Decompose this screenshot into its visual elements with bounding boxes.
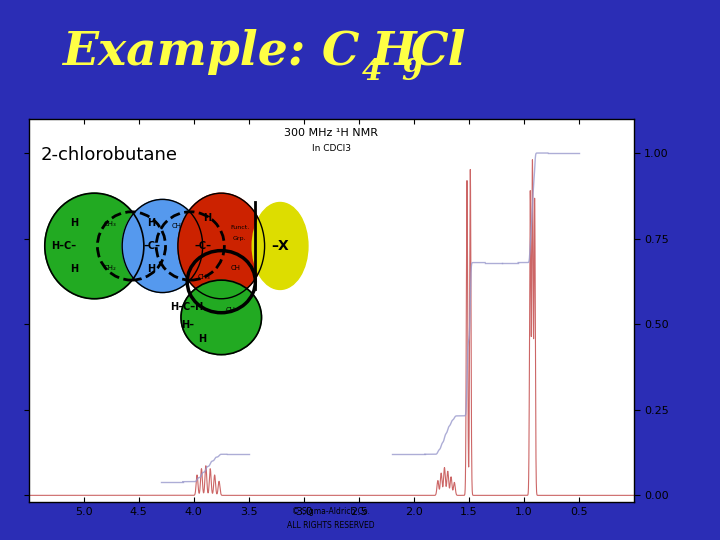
Text: H: H (70, 264, 78, 274)
Text: –C–: –C– (194, 241, 211, 251)
Ellipse shape (252, 202, 308, 289)
Text: 300 MHz ¹H NMR: 300 MHz ¹H NMR (284, 129, 378, 138)
Ellipse shape (178, 193, 265, 299)
Text: Funct.: Funct. (230, 225, 249, 230)
Text: CH₃: CH₃ (104, 221, 116, 227)
Ellipse shape (181, 280, 261, 355)
Text: Example: C: Example: C (63, 29, 360, 75)
Text: 2-chlorobutane: 2-chlorobutane (41, 146, 178, 164)
Ellipse shape (45, 193, 144, 299)
Text: Cl: Cl (410, 29, 466, 75)
Text: 9: 9 (401, 57, 421, 86)
Text: H: H (203, 213, 212, 223)
Text: CH₃: CH₃ (198, 274, 211, 280)
Ellipse shape (122, 199, 203, 293)
Text: © Sigma-Aldrich Co.: © Sigma-Aldrich Co. (292, 507, 370, 516)
Text: H: H (372, 29, 416, 75)
Text: H: H (199, 334, 207, 344)
Text: –C–: –C– (143, 241, 160, 251)
Text: Grp.: Grp. (233, 235, 246, 241)
Text: CH: CH (171, 223, 181, 229)
Text: ALL RIGHTS RESERVED: ALL RIGHTS RESERVED (287, 521, 375, 530)
Text: H–C–: H–C– (51, 241, 76, 251)
Text: –X: –X (271, 239, 289, 253)
Text: H: H (148, 218, 156, 228)
Text: CH: CH (225, 307, 235, 313)
Text: H: H (70, 218, 78, 228)
Text: CH₂: CH₂ (104, 265, 116, 271)
Text: H: H (148, 264, 156, 274)
Text: CH: CH (230, 265, 240, 271)
Text: H–C–H: H–C–H (171, 301, 204, 312)
Text: In CDCl3: In CDCl3 (312, 144, 351, 153)
Text: 4: 4 (361, 57, 382, 86)
Text: H–: H– (181, 320, 194, 330)
